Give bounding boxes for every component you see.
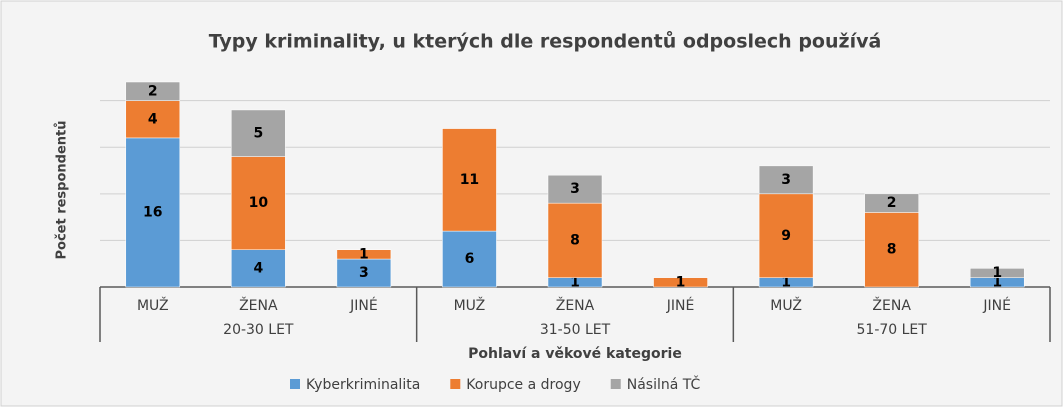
bar-segment (864, 193, 919, 213)
data-label: 3 (570, 181, 580, 197)
data-label: 1 (781, 274, 791, 290)
bar-segment (231, 109, 286, 157)
legend-label: Kyberkriminalita (306, 377, 420, 393)
x-axis-title: Pohlaví a věkové kategorie (468, 346, 682, 362)
group-label: 20-30 LET (223, 322, 294, 338)
group-label: 51-70 LET (857, 322, 928, 338)
bar-segment (547, 174, 603, 204)
data-label: 1 (992, 274, 1002, 290)
data-label: 4 (253, 260, 263, 276)
x-tick-label: ŽENA (872, 296, 911, 314)
legend-marker (290, 379, 300, 389)
bar-segment (442, 230, 497, 288)
legend-marker (610, 379, 621, 389)
x-tick-label: MUŽ (137, 296, 169, 314)
data-label: 2 (887, 195, 897, 211)
data-label: 16 (143, 204, 162, 220)
data-label: 4 (148, 111, 158, 127)
bar-segment (231, 156, 286, 250)
data-label: 3 (359, 265, 369, 281)
bar-segment (653, 277, 708, 288)
data-label: 3 (781, 172, 791, 188)
x-tick-label: ŽENA (556, 296, 595, 314)
legend-marker (450, 379, 461, 389)
data-label: 6 (465, 251, 475, 267)
data-label: 9 (781, 228, 791, 244)
data-label: 1 (359, 246, 369, 262)
bar-segment (231, 249, 286, 288)
data-label: 11 (460, 172, 479, 188)
legend-label: Násilná TČ (627, 375, 701, 393)
x-tick-label: JINÉ (666, 297, 695, 314)
data-label: 1 (992, 265, 1002, 281)
bar-segment (125, 137, 181, 288)
data-label: 8 (887, 242, 897, 258)
data-label: 1 (570, 274, 580, 290)
x-tick-label: MUŽ (454, 296, 486, 314)
bar-segment (547, 202, 603, 278)
data-label: 1 (676, 274, 686, 290)
data-label: 10 (249, 195, 269, 211)
x-tick-label: MUŽ (770, 296, 802, 314)
bar-segment (336, 249, 392, 260)
bar-segment (758, 193, 814, 278)
bar-segment (442, 128, 497, 232)
bar-segment (864, 212, 919, 288)
bar-segment (125, 81, 181, 101)
x-tick-label: ŽENA (239, 296, 278, 314)
x-tick-label: JINÉ (982, 297, 1011, 314)
data-label: 8 (570, 232, 580, 248)
legend-label: Korupce a drogy (466, 377, 580, 393)
bar-segment (969, 268, 1025, 278)
y-axis-title: Počet respondentů (55, 120, 70, 259)
data-label: 5 (253, 125, 263, 141)
data-label: 2 (148, 83, 158, 99)
bar-segment (758, 165, 814, 195)
x-tick-label: JINÉ (349, 297, 378, 314)
group-label: 31-50 LET (540, 322, 611, 338)
chart-title: Typy kriminality, u kterých dle responde… (209, 30, 882, 53)
